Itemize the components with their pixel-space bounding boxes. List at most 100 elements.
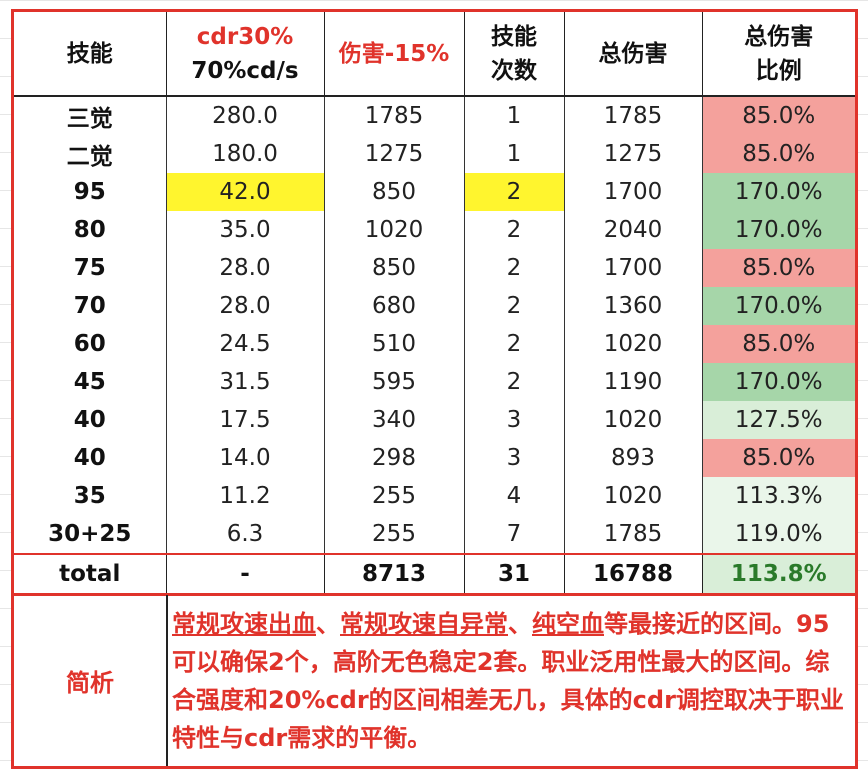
table-row: 二觉 180.0 1275 1 1275 85.0% — [14, 135, 855, 173]
table-row: 95 42.0 850 2 1700 170.0% — [14, 173, 855, 211]
cell-skill[interactable]: 95 — [14, 173, 167, 211]
cell-ratio[interactable]: 85.0% — [702, 135, 855, 173]
cell-total[interactable]: 1785 — [564, 515, 703, 555]
cell-damage[interactable]: 850 — [324, 249, 465, 287]
cell-total[interactable]: 1700 — [564, 173, 703, 211]
cell-total[interactable]: 2040 — [564, 211, 703, 249]
summary-text[interactable]: 常规攻速出血、常规攻速自异常、纯空血等最接近的区间。95可以确保2个，高阶无色稳… — [172, 605, 852, 757]
cell-total[interactable]: 1275 — [564, 135, 703, 173]
cell-ratio[interactable]: 127.5% — [702, 401, 855, 439]
total-row: total -8713 31 16788 113.8% — [14, 554, 855, 596]
cell-damage[interactable]: 510 — [324, 325, 465, 363]
cell-skill[interactable]: 80 — [14, 211, 167, 249]
table-row: 40 14.0 298 3 893 85.0% — [14, 439, 855, 477]
cell-ratio[interactable]: 85.0% — [702, 325, 855, 363]
cell-count[interactable]: 2 — [464, 325, 565, 363]
cell-skill[interactable]: 二觉 — [14, 135, 167, 173]
cell-skill[interactable]: 40 — [14, 439, 167, 477]
cell-cd[interactable]: 17.5 — [166, 401, 325, 439]
cell-skill[interactable]: 45 — [14, 363, 167, 401]
cell-damage[interactable]: 1020 — [324, 211, 465, 249]
cell-damage[interactable]: 595 — [324, 363, 465, 401]
cell-skill[interactable]: 75 — [14, 249, 167, 287]
skill-cdr-table-sheet: 技能 cdr30% 70%cd/s 伤害-15% 技能 次数 总伤害 总伤害 比例 三… — [11, 9, 858, 769]
cell-ratio[interactable]: 170.0% — [702, 287, 855, 325]
cell-total[interactable]: 893 — [564, 439, 703, 477]
table-row: 60 24.5 510 2 1020 85.0% — [14, 325, 855, 363]
cell-cd[interactable]: 31.5 — [166, 363, 325, 401]
cell-damage[interactable]: 1275 — [324, 135, 465, 173]
cell-damage[interactable]: 1785 — [324, 95, 465, 135]
total-cell-ratio[interactable]: 113.8% — [702, 554, 855, 596]
header-ratio[interactable]: 总伤害 比例 — [702, 12, 855, 96]
cell-cd[interactable]: 11.2 — [166, 477, 325, 515]
table-row: 45 31.5 595 2 1190 170.0% — [14, 363, 855, 401]
total-cell-total[interactable]: 16788 — [564, 554, 703, 596]
cell-total[interactable]: 1020 — [564, 325, 703, 363]
cell-cd[interactable]: 280.0 — [166, 95, 325, 135]
cell-count[interactable]: 2 — [464, 211, 565, 249]
header-ratio-line2: 比例 — [755, 57, 802, 84]
header-damage[interactable]: 伤害-15% — [324, 12, 465, 96]
cell-ratio[interactable]: 85.0% — [702, 249, 855, 287]
cell-cd[interactable]: 35.0 — [166, 211, 325, 249]
cell-skill[interactable]: 35 — [14, 477, 167, 515]
table-row: 80 35.0 1020 2 2040 170.0% — [14, 211, 855, 249]
header-cdr-line2: 70%cd/s — [191, 57, 299, 84]
cell-total[interactable]: 1360 — [564, 287, 703, 325]
header-skill[interactable]: 技能 — [14, 12, 167, 96]
cell-total[interactable]: 1020 — [564, 401, 703, 439]
cell-damage[interactable]: 255 — [324, 477, 465, 515]
cell-cd[interactable]: 180.0 — [166, 135, 325, 173]
cell-count[interactable]: 3 — [464, 439, 565, 477]
cell-ratio[interactable]: 85.0% — [702, 439, 855, 477]
cell-count[interactable]: 2 — [464, 173, 565, 211]
total-cell-cd[interactable]: - — [166, 554, 325, 596]
header-count[interactable]: 技能 次数 — [464, 12, 565, 96]
cell-skill[interactable]: 60 — [14, 325, 167, 363]
summary-label[interactable]: 简析 — [14, 595, 168, 766]
total-cell-damage[interactable]: 8713 — [324, 554, 465, 596]
cell-damage[interactable]: 298 — [324, 439, 465, 477]
cell-count[interactable]: 2 — [464, 249, 565, 287]
cell-count[interactable]: 2 — [464, 363, 565, 401]
table-row: 70 28.0 680 2 1360 170.0% — [14, 287, 855, 325]
cell-skill[interactable]: 40 — [14, 401, 167, 439]
cell-ratio[interactable]: 85.0% — [702, 95, 855, 135]
cell-damage[interactable]: 680 — [324, 287, 465, 325]
cell-cd[interactable]: 24.5 — [166, 325, 325, 363]
cell-cd[interactable]: 28.0 — [166, 287, 325, 325]
cell-total[interactable]: 1700 — [564, 249, 703, 287]
cell-count[interactable]: 1 — [464, 95, 565, 135]
cell-skill[interactable]: 30+25 — [14, 515, 167, 555]
cell-total[interactable]: 1020 — [564, 477, 703, 515]
cell-cd[interactable]: 6.3 — [166, 515, 325, 555]
header-cdr[interactable]: cdr30% 70%cd/s — [166, 12, 325, 96]
cell-count[interactable]: 2 — [464, 287, 565, 325]
cell-ratio[interactable]: 119.0% — [702, 515, 855, 555]
cell-skill[interactable]: 70 — [14, 287, 167, 325]
summary-body: 等最接近的区间。95可以确保2个，高阶无色稳定2套。职业泛用性最大的区间。综合强… — [172, 610, 844, 752]
cell-damage[interactable]: 850 — [324, 173, 465, 211]
cell-ratio[interactable]: 170.0% — [702, 363, 855, 401]
cell-ratio[interactable]: 113.3% — [702, 477, 855, 515]
total-cell-count[interactable]: 31 — [464, 554, 565, 596]
summary-separator: 、 — [508, 610, 532, 638]
cell-damage[interactable]: 340 — [324, 401, 465, 439]
cell-cd[interactable]: 14.0 — [166, 439, 325, 477]
cell-ratio[interactable]: 170.0% — [702, 211, 855, 249]
cell-count[interactable]: 7 — [464, 515, 565, 555]
cell-cd[interactable]: 28.0 — [166, 249, 325, 287]
summary-link-bleed: 常规攻速出血 — [172, 610, 316, 638]
cell-total[interactable]: 1785 — [564, 95, 703, 135]
header-total-damage[interactable]: 总伤害 — [564, 12, 703, 96]
cell-count[interactable]: 3 — [464, 401, 565, 439]
cell-count[interactable]: 1 — [464, 135, 565, 173]
cell-count[interactable]: 4 — [464, 477, 565, 515]
cell-skill[interactable]: 三觉 — [14, 95, 167, 135]
total-cell-label[interactable]: total — [14, 554, 167, 596]
cell-total[interactable]: 1190 — [564, 363, 703, 401]
cell-damage[interactable]: 255 — [324, 515, 465, 555]
cell-cd[interactable]: 42.0 — [166, 173, 325, 211]
cell-ratio[interactable]: 170.0% — [702, 173, 855, 211]
